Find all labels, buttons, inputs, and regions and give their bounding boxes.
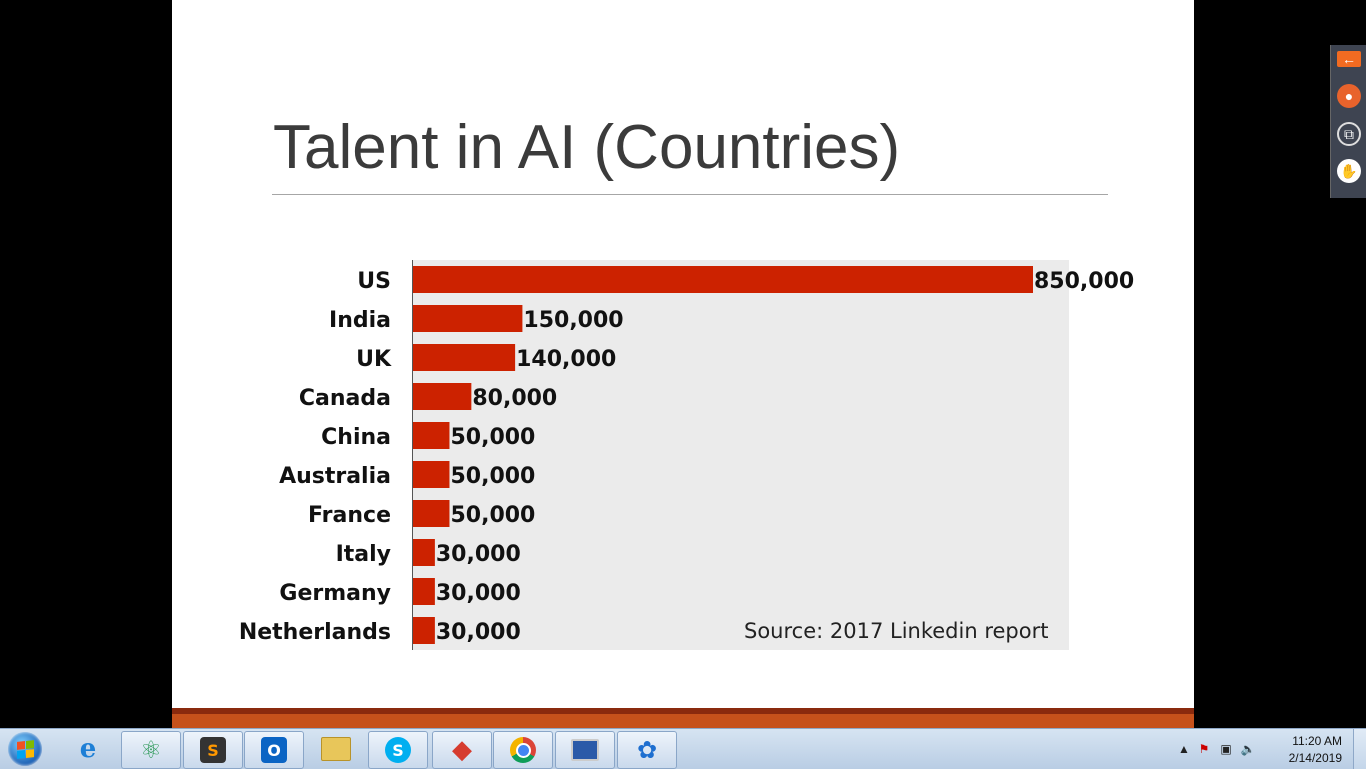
category-label-uk: UK (356, 347, 392, 372)
clock-date[interactable]: 2/14/2019 (1288, 751, 1342, 765)
bar-india (413, 305, 523, 332)
taskbar-skype[interactable]: S (368, 731, 428, 769)
taskbar-chrome[interactable] (493, 731, 553, 769)
category-label-australia: Australia (279, 464, 391, 489)
bar-china (413, 422, 450, 449)
value-label-uk: 140,000 (516, 347, 616, 372)
microphone-icon[interactable]: ● (1337, 84, 1361, 108)
category-label-canada: Canada (299, 386, 391, 411)
internet-explorer-icon: e (79, 734, 97, 764)
show-desktop-button[interactable] (1353, 729, 1366, 769)
value-label-netherlands: 30,000 (436, 620, 521, 645)
category-label-italy: Italy (336, 542, 391, 567)
bar-france (413, 500, 450, 527)
outlook-icon: O (261, 737, 287, 763)
chart-y-axis-line (412, 260, 413, 650)
category-label-france: France (308, 503, 391, 528)
bar-canada (413, 383, 472, 410)
folder-icon (321, 737, 351, 761)
value-label-india: 150,000 (523, 308, 623, 333)
diamond-app-icon: ◆ (452, 735, 472, 765)
system-tray: ▲ ⚑ ▣ 🔈 11:20 AM 2/14/2019 (1176, 729, 1366, 769)
value-label-australia: 50,000 (450, 464, 535, 489)
start-button[interactable] (2, 730, 48, 768)
bar-germany (413, 578, 435, 605)
bar-chart: US 850,000 India 150,000 UK 140,000 Canada 80,0… (239, 266, 1134, 645)
network-icon[interactable]: ▣ (1220, 742, 1232, 756)
bar-us (413, 266, 1033, 293)
action-center-flag-icon[interactable]: ⚑ (1198, 742, 1210, 756)
title-divider (272, 194, 1108, 195)
presentation-slide: Talent in AI (Countries) US 850,000 India 1… (172, 0, 1194, 728)
chrome-icon (510, 737, 536, 763)
taskbar: e ⚛ S O S ◆ ✿ ▲ ⚑ ▣ 🔈 11:20 AM 2/14/2019 (0, 728, 1366, 769)
copy-screen-icon[interactable]: ⧉ (1337, 122, 1361, 146)
category-label-netherlands: Netherlands (239, 620, 391, 645)
value-label-china: 50,000 (450, 425, 535, 450)
category-label-germany: Germany (279, 581, 391, 606)
taskbar-internet-explorer[interactable]: e (62, 731, 114, 767)
slide-footer-band (172, 708, 1194, 728)
windows-logo-icon (8, 732, 42, 766)
category-label-china: China (321, 425, 391, 450)
presenter-toolbar: ← ● ⧉ ✋ (1330, 45, 1366, 198)
value-label-germany: 30,000 (436, 581, 521, 606)
clock-time[interactable]: 11:20 AM (1292, 734, 1342, 748)
value-label-us: 850,000 (1034, 269, 1134, 294)
sublime-text-icon: S (200, 737, 226, 763)
bar-netherlands (413, 617, 435, 644)
remote-desktop-icon (571, 739, 599, 761)
bar-italy (413, 539, 435, 566)
taskbar-atom[interactable]: ⚛ (121, 731, 181, 769)
show-hidden-icons-icon[interactable]: ▲ (1178, 742, 1190, 756)
taskbar-outlook[interactable]: O (244, 731, 304, 769)
value-label-canada: 80,000 (472, 386, 557, 411)
value-label-france: 50,000 (450, 503, 535, 528)
bar-australia (413, 461, 450, 488)
slide-title: Talent in AI (Countries) (273, 113, 901, 182)
back-arrow-icon[interactable]: ← (1337, 51, 1361, 67)
raise-hand-icon[interactable]: ✋ (1337, 159, 1361, 183)
volume-icon[interactable]: 🔈 (1240, 742, 1256, 756)
category-label-india: India (329, 308, 391, 333)
taskbar-file-explorer[interactable] (310, 731, 362, 767)
atom-icon: ⚛ (140, 736, 162, 764)
category-label-us: US (357, 269, 391, 294)
chart-source-annotation: Source: 2017 Linkedin report (744, 619, 1049, 643)
value-label-italy: 30,000 (436, 542, 521, 567)
skype-icon: S (385, 737, 411, 763)
taskbar-git-extensions[interactable]: ◆ (432, 731, 492, 769)
taskbar-remote-desktop[interactable] (555, 731, 615, 769)
taskbar-network-app[interactable]: ✿ (617, 731, 677, 769)
network-app-icon: ✿ (636, 736, 658, 764)
taskbar-sublime-text[interactable]: S (183, 731, 243, 769)
bar-uk (413, 344, 516, 371)
